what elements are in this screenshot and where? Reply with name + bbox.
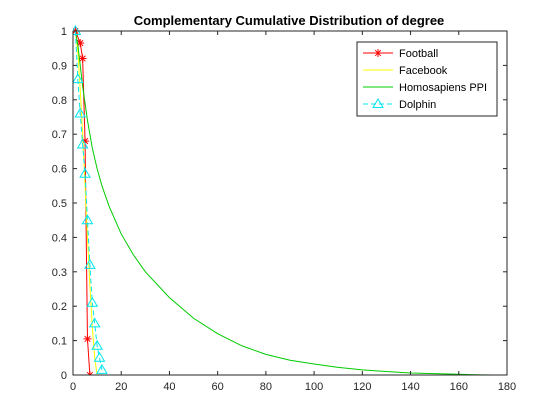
legend-marker-football [374,49,382,57]
y-tick-label: 0.9 [52,60,67,72]
x-tick-label: 180 [498,381,516,393]
x-tick-label: 40 [163,381,175,393]
y-tick-label: 0 [61,370,67,382]
x-tick-label: 160 [450,381,468,393]
y-tick-label: 0.2 [52,301,67,313]
x-tick-label: 60 [212,381,224,393]
legend-label-facebook: Facebook [399,65,448,77]
x-tick-label: 20 [115,381,127,393]
x-tick-label: 140 [401,381,419,393]
legend-label-football: Football [399,48,438,60]
chart-title: Complementary Cumulative Distribution of… [134,13,445,28]
y-tick-label: 0.1 [52,336,67,348]
x-tick-label: 0 [70,381,76,393]
y-tick-label: 0.3 [52,267,67,279]
data-point-football [83,335,91,343]
y-tick-label: 0.6 [52,164,67,176]
legend-label-dolphin: Dolphin [399,99,436,111]
y-tick-label: 0.8 [52,95,67,107]
x-tick-label: 120 [353,381,371,393]
x-tick-label: 100 [305,381,323,393]
legend: Football Facebook Homosapiens PPI Dolphin [357,42,497,116]
legend-label-homosapiens-ppi: Homosapiens PPI [399,82,487,94]
y-tick-label: 0.5 [52,198,67,210]
x-tick-label: 80 [260,381,272,393]
y-tick-label: 0.4 [52,232,67,244]
y-tick-label: 0.7 [52,129,67,141]
y-tick-label: 1 [61,26,67,38]
